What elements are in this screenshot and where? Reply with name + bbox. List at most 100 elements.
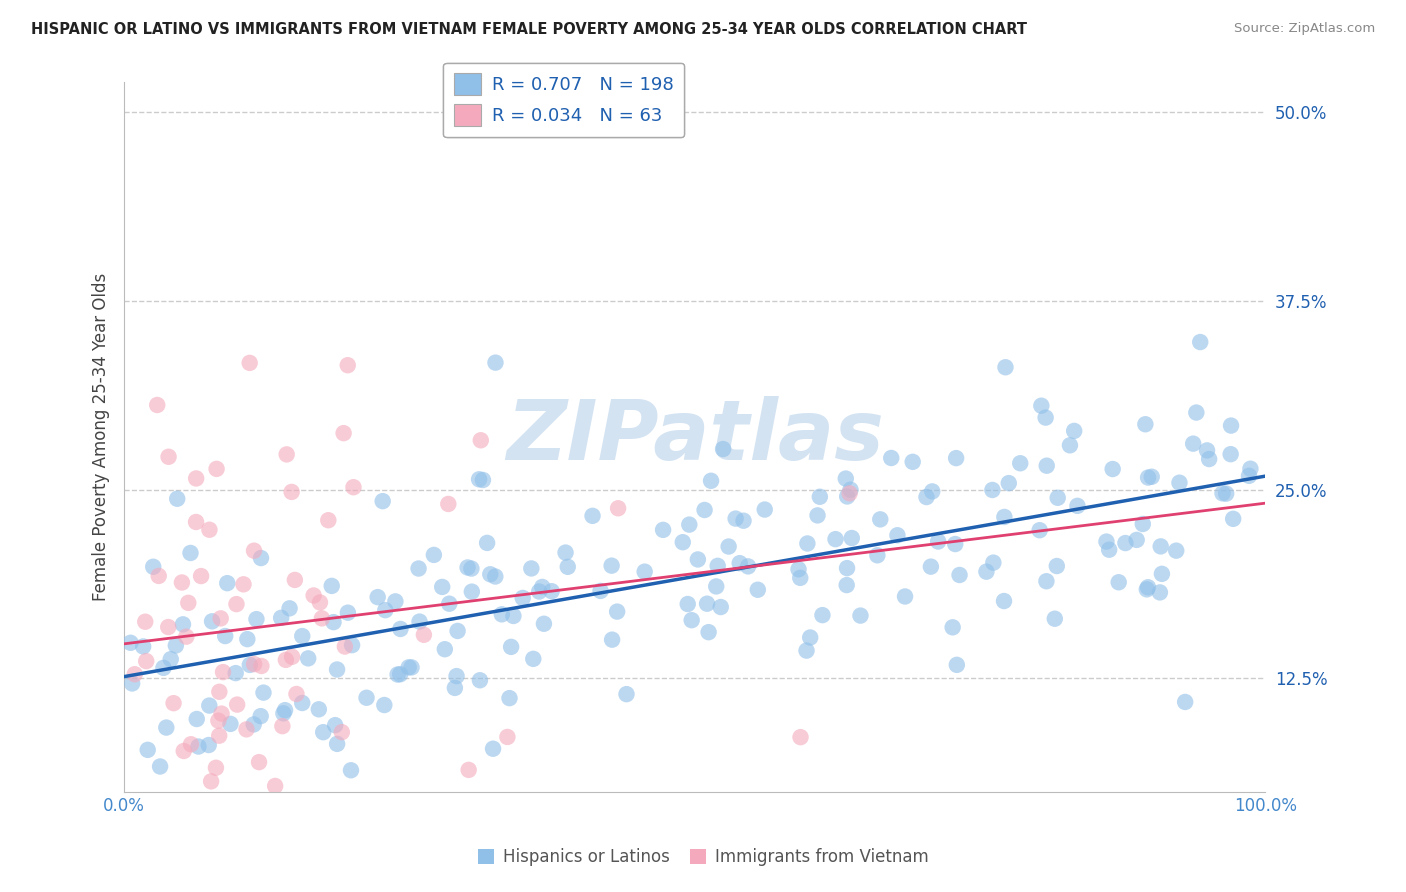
Point — [273, 706, 295, 721]
Point — [491, 607, 513, 622]
Point — [471, 473, 494, 487]
Point — [482, 741, 505, 756]
Point — [1031, 399, 1053, 413]
Point — [1046, 559, 1069, 574]
Point — [367, 590, 389, 604]
Point — [239, 356, 262, 370]
Point — [1215, 486, 1237, 500]
Point — [1125, 533, 1147, 547]
Point — [174, 630, 197, 644]
Point — [946, 657, 969, 672]
Point — [232, 577, 254, 591]
Point — [209, 611, 232, 625]
Point — [616, 687, 638, 701]
Point — [796, 536, 818, 550]
Point — [678, 517, 700, 532]
Point — [278, 601, 301, 615]
Point — [737, 559, 759, 574]
Point — [398, 660, 420, 674]
Point — [184, 515, 207, 529]
Point — [124, 667, 146, 681]
Point — [157, 450, 180, 464]
Point — [921, 484, 943, 499]
Point — [291, 696, 314, 710]
Point — [173, 744, 195, 758]
Point — [838, 486, 860, 500]
Legend: Hispanics or Latinos, Immigrants from Vietnam: Hispanics or Latinos, Immigrants from Vi… — [471, 842, 935, 873]
Point — [236, 632, 259, 647]
Point — [1063, 424, 1085, 438]
Point — [475, 536, 498, 550]
Point — [157, 620, 180, 634]
Point — [148, 569, 170, 583]
Point — [217, 576, 239, 591]
Point — [808, 490, 831, 504]
Point — [994, 360, 1017, 375]
Point — [811, 608, 834, 623]
Point — [433, 642, 456, 657]
Point — [207, 714, 229, 728]
Point — [789, 571, 811, 585]
Point — [589, 583, 612, 598]
Point — [242, 717, 264, 731]
Point — [225, 666, 247, 681]
Point — [408, 561, 430, 575]
Point — [408, 615, 430, 629]
Point — [920, 559, 942, 574]
Point — [1035, 410, 1057, 425]
Point — [201, 615, 224, 629]
Point — [835, 578, 858, 592]
Point — [297, 651, 319, 665]
Point — [270, 611, 292, 625]
Point — [1174, 695, 1197, 709]
Point — [927, 534, 949, 549]
Point — [172, 617, 194, 632]
Point — [274, 653, 297, 667]
Point — [152, 661, 174, 675]
Point — [1132, 516, 1154, 531]
Point — [1108, 575, 1130, 590]
Point — [948, 568, 970, 582]
Point — [839, 483, 862, 497]
Point — [412, 628, 434, 642]
Point — [1136, 582, 1159, 597]
Point — [806, 508, 828, 523]
Point — [149, 759, 172, 773]
Point — [799, 631, 821, 645]
Point — [824, 532, 846, 546]
Point — [1101, 462, 1123, 476]
Point — [470, 434, 492, 448]
Point — [1136, 580, 1159, 594]
Point — [276, 447, 298, 461]
Point — [250, 551, 273, 566]
Point — [340, 764, 363, 778]
Point — [198, 698, 221, 713]
Point — [479, 567, 502, 582]
Point — [880, 450, 903, 465]
Point — [1212, 486, 1234, 500]
Point — [214, 629, 236, 643]
Point — [159, 652, 181, 666]
Point — [129, 822, 152, 836]
Point — [179, 546, 201, 560]
Point — [340, 638, 363, 652]
Point — [460, 561, 482, 575]
Point — [162, 696, 184, 710]
Point — [1043, 612, 1066, 626]
Point — [554, 545, 576, 559]
Point — [170, 575, 193, 590]
Y-axis label: Female Poverty Among 25-34 Year Olds: Female Poverty Among 25-34 Year Olds — [93, 273, 110, 601]
Point — [401, 660, 423, 674]
Text: HISPANIC OR LATINO VS IMMIGRANTS FROM VIETNAM FEMALE POVERTY AMONG 25-34 YEAR OL: HISPANIC OR LATINO VS IMMIGRANTS FROM VI… — [31, 22, 1026, 37]
Point — [789, 730, 811, 744]
Point — [724, 511, 747, 525]
Point — [243, 543, 266, 558]
Point — [835, 561, 858, 575]
Point — [1197, 443, 1219, 458]
Point — [211, 706, 233, 721]
Point — [942, 620, 965, 634]
Point — [336, 606, 359, 620]
Point — [280, 484, 302, 499]
Point — [600, 558, 623, 573]
Point — [717, 540, 740, 554]
